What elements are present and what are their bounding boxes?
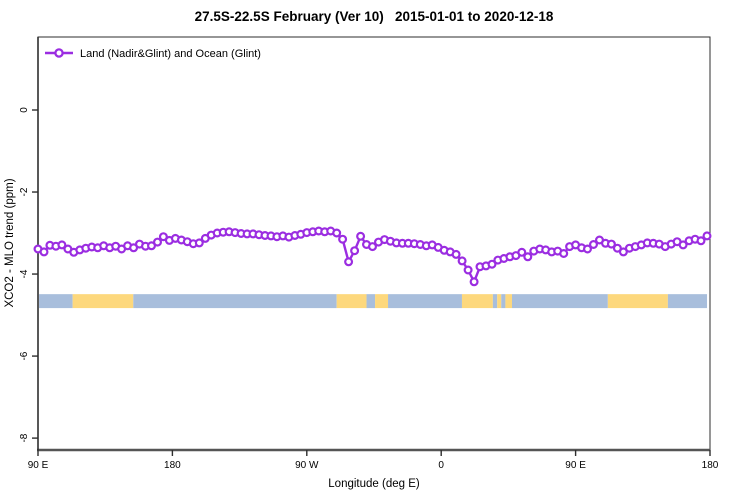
legend-label: Land (Nadir&Glint) and Ocean (Glint) <box>80 48 261 60</box>
data-point <box>356 231 366 241</box>
data-point <box>194 238 204 248</box>
band-segment-ocean <box>366 294 376 309</box>
data-point <box>612 243 622 253</box>
band-segment-ocean <box>39 294 73 309</box>
data-point <box>678 240 688 250</box>
band-segment-land <box>375 294 389 309</box>
data-point <box>469 277 479 287</box>
legend-open-circle-marker-icon <box>54 48 64 58</box>
data-point <box>606 239 616 249</box>
data-point <box>457 256 467 266</box>
x-axis-title: Longitude (deg E) <box>328 478 420 490</box>
x-tick-label: 180 <box>164 460 181 471</box>
band-segment-ocean <box>133 294 337 309</box>
band-segment-land <box>497 294 502 309</box>
data-point <box>368 242 378 252</box>
x-tick-label: 180 <box>702 460 719 471</box>
band-segment-ocean <box>667 294 708 309</box>
data-point <box>588 240 598 250</box>
data-point <box>350 246 360 256</box>
data-point <box>523 252 533 262</box>
data-point <box>153 237 163 247</box>
x-tick-label: 90 E <box>565 460 586 471</box>
land-ocean-band <box>39 294 708 309</box>
band-segment-land <box>505 294 512 309</box>
chart-title: 27.5S-22.5S February (Ver 10) 2015-01-01… <box>194 9 554 24</box>
data-point <box>451 249 461 259</box>
band-segment-land <box>336 294 367 309</box>
band-segment-ocean <box>388 294 462 309</box>
data-point <box>517 247 527 257</box>
x-tick-label: 90 W <box>295 460 319 471</box>
y-tick-label: 0 <box>19 107 30 113</box>
y-tick-label: -6 <box>19 351 30 360</box>
axes: 90 E 180 90 W 0 90 E 180 0 -2 -4 -6 -8 <box>19 36 719 471</box>
data-point <box>338 234 348 244</box>
data-point <box>344 257 354 267</box>
data-point <box>559 249 569 259</box>
data-point <box>158 232 168 242</box>
x-tick-label: 0 <box>438 460 444 471</box>
band-segment-ocean <box>492 294 498 309</box>
band-segment-ocean <box>511 294 608 309</box>
y-tick-label: -8 <box>19 433 30 442</box>
y-tick-label: -4 <box>19 269 30 278</box>
legend: Land (Nadir&Glint) and Ocean (Glint) <box>45 48 261 60</box>
band-segment-land <box>607 294 668 309</box>
data-point <box>332 228 342 238</box>
data-point <box>618 247 628 257</box>
y-tick-label: -2 <box>19 187 30 196</box>
data-point <box>57 240 67 250</box>
data-point <box>696 236 706 246</box>
data-point <box>463 265 473 275</box>
data-point <box>39 247 49 257</box>
data-series <box>33 226 712 287</box>
series-line <box>36 229 709 283</box>
band-segment-ocean <box>501 294 506 309</box>
data-point <box>582 244 592 254</box>
data-point <box>487 259 497 269</box>
x-tick-label: 90 E <box>28 460 49 471</box>
data-point <box>702 231 712 241</box>
y-axis-title: XCO2 - MLO trend (ppm) <box>4 178 16 307</box>
data-point <box>147 241 157 251</box>
band-segment-land <box>72 294 134 309</box>
band-segment-land <box>461 294 493 309</box>
